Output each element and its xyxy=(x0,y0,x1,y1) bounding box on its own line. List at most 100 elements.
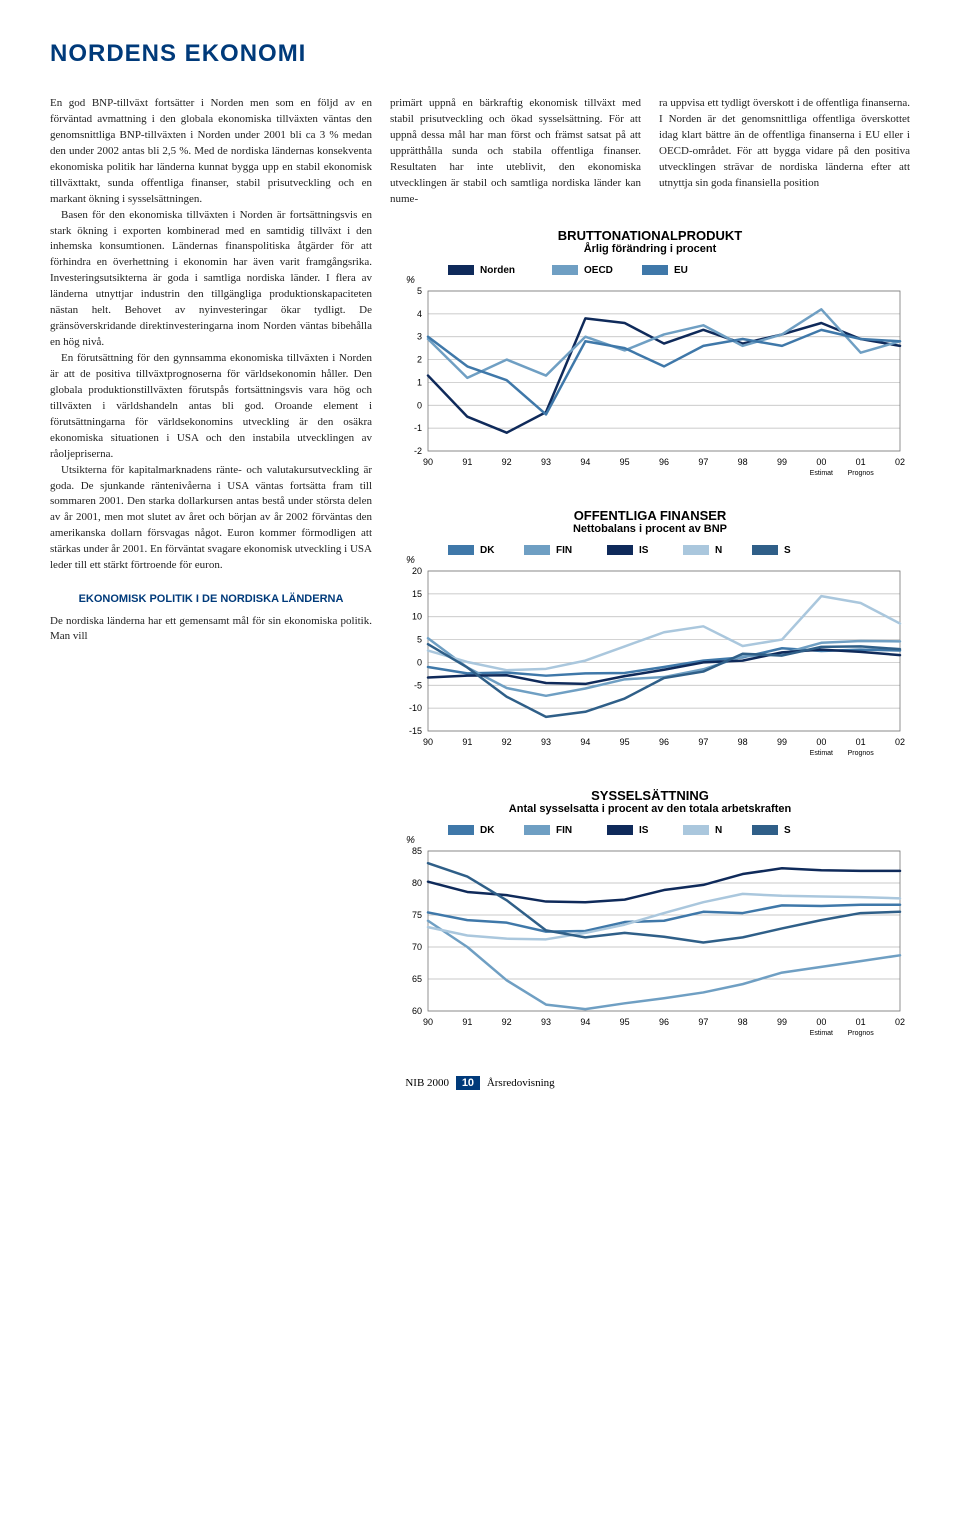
body-column-mid: primärt uppnå en bärkraftig ekonomisk ti… xyxy=(390,96,641,208)
legend-swatch xyxy=(524,825,550,835)
footer-page-number: 10 xyxy=(456,1076,480,1090)
y-tick-label: 3 xyxy=(417,331,422,341)
page-footer: NIB 2000 10 Årsredovisning xyxy=(50,1076,910,1090)
y-tick-label: 75 xyxy=(412,910,422,920)
y-tick-label: 4 xyxy=(417,308,422,318)
y-tick-label: -15 xyxy=(409,726,422,736)
series-line xyxy=(428,596,900,670)
series-line xyxy=(428,648,900,675)
x-tick-label: 92 xyxy=(502,737,512,747)
y-tick-label: 0 xyxy=(417,400,422,410)
x-tick-label: 98 xyxy=(738,1017,748,1027)
x-tick-label: 90 xyxy=(423,1017,433,1027)
y-tick-label: 2 xyxy=(417,354,422,364)
x-tick-label: 96 xyxy=(659,457,669,467)
x-tick-note: Estimat xyxy=(810,750,833,757)
x-tick-label: 96 xyxy=(659,1017,669,1027)
x-tick-label: 97 xyxy=(698,457,708,467)
legend-label: N xyxy=(715,825,722,836)
x-tick-note: Estimat xyxy=(810,1030,833,1037)
x-tick-label: 94 xyxy=(580,457,590,467)
legend-swatch xyxy=(607,825,633,835)
legend-label: EU xyxy=(674,265,688,276)
series-line xyxy=(428,893,900,938)
x-tick-label: 94 xyxy=(580,1017,590,1027)
y-tick-label: -5 xyxy=(414,680,422,690)
chart-bnp: BRUTTONATIONALPRODUKT Årlig förändring i… xyxy=(390,228,910,488)
x-tick-label: 91 xyxy=(462,457,472,467)
x-tick-note: Estimat xyxy=(810,470,833,477)
x-tick-label: 97 xyxy=(698,737,708,747)
legend-label: S xyxy=(784,825,791,836)
body-column-left: En god BNP-tillväxt fortsätter i Norden … xyxy=(50,96,372,1048)
y-tick-label: 5 xyxy=(417,634,422,644)
x-tick-label: 00 xyxy=(816,457,826,467)
chart-svg: %NordenOECDEU-2-101234590919293949596979… xyxy=(390,263,910,483)
legend-swatch xyxy=(448,265,474,275)
x-tick-label: 99 xyxy=(777,737,787,747)
legend-label: N xyxy=(715,545,722,556)
x-tick-label: 00 xyxy=(816,1017,826,1027)
x-tick-label: 97 xyxy=(698,1017,708,1027)
para-1: En god BNP-tillväxt fortsätter i Norden … xyxy=(50,96,372,208)
y-tick-label: 80 xyxy=(412,878,422,888)
y-tick-label: 5 xyxy=(417,286,422,296)
y-tick-label: 10 xyxy=(412,611,422,621)
chart-offentliga-finanser: OFFENTLIGA FINANSER Nettobalans i procen… xyxy=(390,508,910,768)
x-tick-note: Prognos xyxy=(848,1030,875,1037)
y-tick-label: -1 xyxy=(414,423,422,433)
legend-swatch xyxy=(524,545,550,555)
plot-border xyxy=(428,851,900,1011)
legend-label: Norden xyxy=(480,265,515,276)
footer-right: Årsredovisning xyxy=(487,1077,555,1089)
x-tick-label: 91 xyxy=(462,737,472,747)
x-tick-label: 02 xyxy=(895,1017,905,1027)
legend-label: FIN xyxy=(556,545,572,556)
footer-left: NIB 2000 xyxy=(405,1077,449,1089)
x-tick-label: 02 xyxy=(895,457,905,467)
series-line xyxy=(428,863,900,942)
y-tick-label: 0 xyxy=(417,657,422,667)
plot-border xyxy=(428,291,900,451)
legend-label: DK xyxy=(480,545,495,556)
y-tick-label: -2 xyxy=(414,446,422,456)
x-tick-label: 01 xyxy=(856,1017,866,1027)
body-column-right: ra uppvisa ett tydligt överskott i de of… xyxy=(659,96,910,208)
x-tick-label: 95 xyxy=(620,457,630,467)
x-tick-label: 01 xyxy=(856,737,866,747)
para-4: Utsikterna för kapitalmarknadens ränte- … xyxy=(50,463,372,575)
x-tick-label: 92 xyxy=(502,457,512,467)
legend-swatch xyxy=(752,825,778,835)
legend-swatch xyxy=(683,545,709,555)
chart-svg: %DKFINISNS606570758085909192939495969798… xyxy=(390,823,910,1043)
legend-swatch xyxy=(552,265,578,275)
legend-swatch xyxy=(607,545,633,555)
y-tick-label: 15 xyxy=(412,588,422,598)
x-tick-label: 02 xyxy=(895,737,905,747)
y-tick-label: 85 xyxy=(412,846,422,856)
x-tick-label: 95 xyxy=(620,737,630,747)
x-tick-label: 90 xyxy=(423,737,433,747)
y-tick-label: 65 xyxy=(412,974,422,984)
x-tick-label: 91 xyxy=(462,1017,472,1027)
y-tick-label: 70 xyxy=(412,942,422,952)
chart3-title: SYSSELSÄTTNING xyxy=(390,788,910,803)
x-tick-label: 93 xyxy=(541,457,551,467)
para-3: En förutsättning för den gynnsamma ekono… xyxy=(50,351,372,463)
x-tick-note: Prognos xyxy=(848,470,875,477)
legend-swatch xyxy=(448,825,474,835)
para-5: De nordiska länderna har ett gemensamt m… xyxy=(50,614,372,646)
page-title: NORDENS EKONOMI xyxy=(50,40,910,68)
legend-swatch xyxy=(752,545,778,555)
legend-label: OECD xyxy=(584,265,613,276)
x-tick-label: 99 xyxy=(777,1017,787,1027)
legend-label: FIN xyxy=(556,825,572,836)
y-tick-label: 20 xyxy=(412,566,422,576)
para-2: Basen för den ekonomiska tillväxten i No… xyxy=(50,208,372,351)
x-tick-note: Prognos xyxy=(848,750,875,757)
y-tick-label: 60 xyxy=(412,1006,422,1016)
series-line xyxy=(428,644,900,717)
legend-swatch xyxy=(448,545,474,555)
legend-swatch xyxy=(683,825,709,835)
x-tick-label: 00 xyxy=(816,737,826,747)
